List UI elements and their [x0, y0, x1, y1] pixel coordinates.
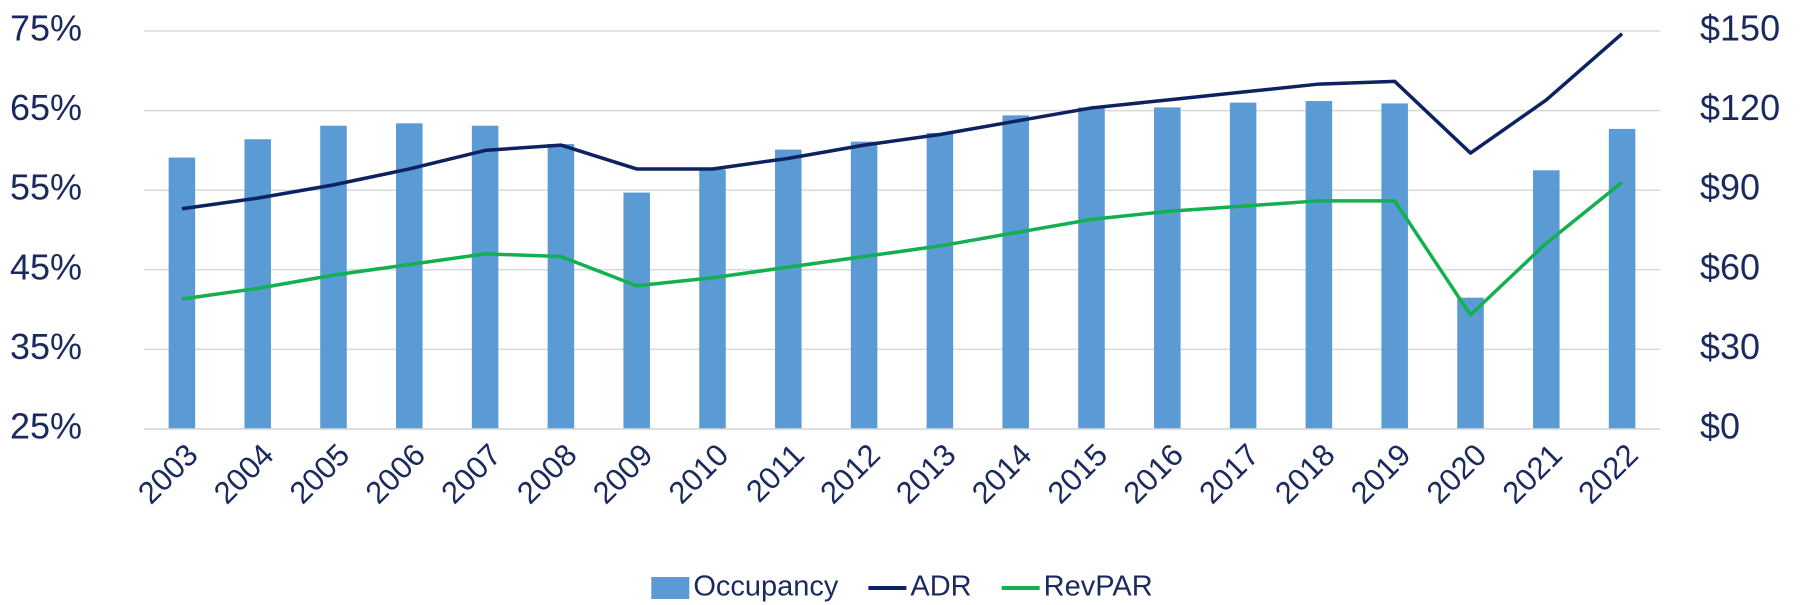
legend-label: ADR	[910, 571, 971, 603]
line	[181, 180, 1624, 317]
x-tick-label: 2021	[1496, 437, 1570, 511]
y2-tick-label: $90	[1700, 167, 1760, 208]
y2-tick-label: $150	[1700, 8, 1780, 49]
legend-label: Occupancy	[693, 571, 839, 603]
y-tick-label: 65%	[10, 87, 82, 128]
bar	[168, 157, 196, 429]
x-tick-label: 2010	[662, 437, 736, 511]
bar	[926, 132, 954, 429]
x-tick-label: 2006	[359, 437, 433, 511]
x-tick-label: 2005	[283, 437, 357, 511]
bar	[1381, 103, 1408, 429]
x-tick-label: 2009	[586, 437, 660, 511]
x-tick-label: 2008	[510, 437, 584, 511]
x-tick-label: 2018	[1268, 437, 1342, 511]
x-tick-label: 2012	[813, 437, 887, 511]
x-tick-label: 2003	[131, 437, 205, 511]
x-tick-label: 2020	[1420, 437, 1494, 511]
y2-tick-label: $60	[1700, 246, 1760, 287]
bar	[1457, 297, 1484, 429]
x-tick-label: 2019	[1344, 437, 1418, 511]
bar	[396, 123, 423, 429]
bar	[1229, 102, 1257, 429]
x-tick-label: 2022	[1571, 437, 1645, 511]
bar	[623, 192, 650, 429]
x-tick-label: 2016	[1117, 437, 1191, 511]
x-tick-label: 2015	[1041, 437, 1115, 511]
y-tick-label: 45%	[10, 246, 82, 287]
legend-label: RevPAR	[1044, 571, 1153, 603]
bar	[1608, 128, 1636, 429]
bar	[850, 141, 878, 430]
bar	[1305, 101, 1333, 429]
legend: Occupancy ADR RevPAR	[651, 571, 1153, 603]
x-tick-label: 2004	[207, 437, 281, 511]
x-tick-label: 2017	[1192, 437, 1266, 511]
bar	[1533, 170, 1560, 430]
legend-swatch	[651, 577, 690, 599]
y-tick-label: 55%	[10, 167, 82, 208]
y-tick-label: 25%	[10, 406, 82, 447]
bar	[699, 169, 726, 429]
bar	[547, 144, 575, 430]
x-tick-label: 2011	[739, 437, 811, 509]
x-tick-label: 2014	[965, 437, 1039, 511]
bar	[1002, 115, 1029, 429]
y2-tick-label: $0	[1700, 406, 1740, 447]
bar	[775, 149, 802, 429]
bar	[471, 125, 499, 429]
line	[181, 32, 1624, 211]
bar	[1154, 107, 1181, 429]
y2-tick-label: $30	[1700, 326, 1760, 367]
y-tick-label: 75%	[10, 8, 82, 49]
y-tick-label: 35%	[10, 326, 82, 367]
x-tick-label: 2013	[889, 437, 963, 511]
bar	[244, 139, 271, 430]
bar	[1078, 107, 1105, 429]
x-tick-label: 2007	[434, 437, 508, 511]
y2-tick-label: $120	[1700, 87, 1780, 128]
